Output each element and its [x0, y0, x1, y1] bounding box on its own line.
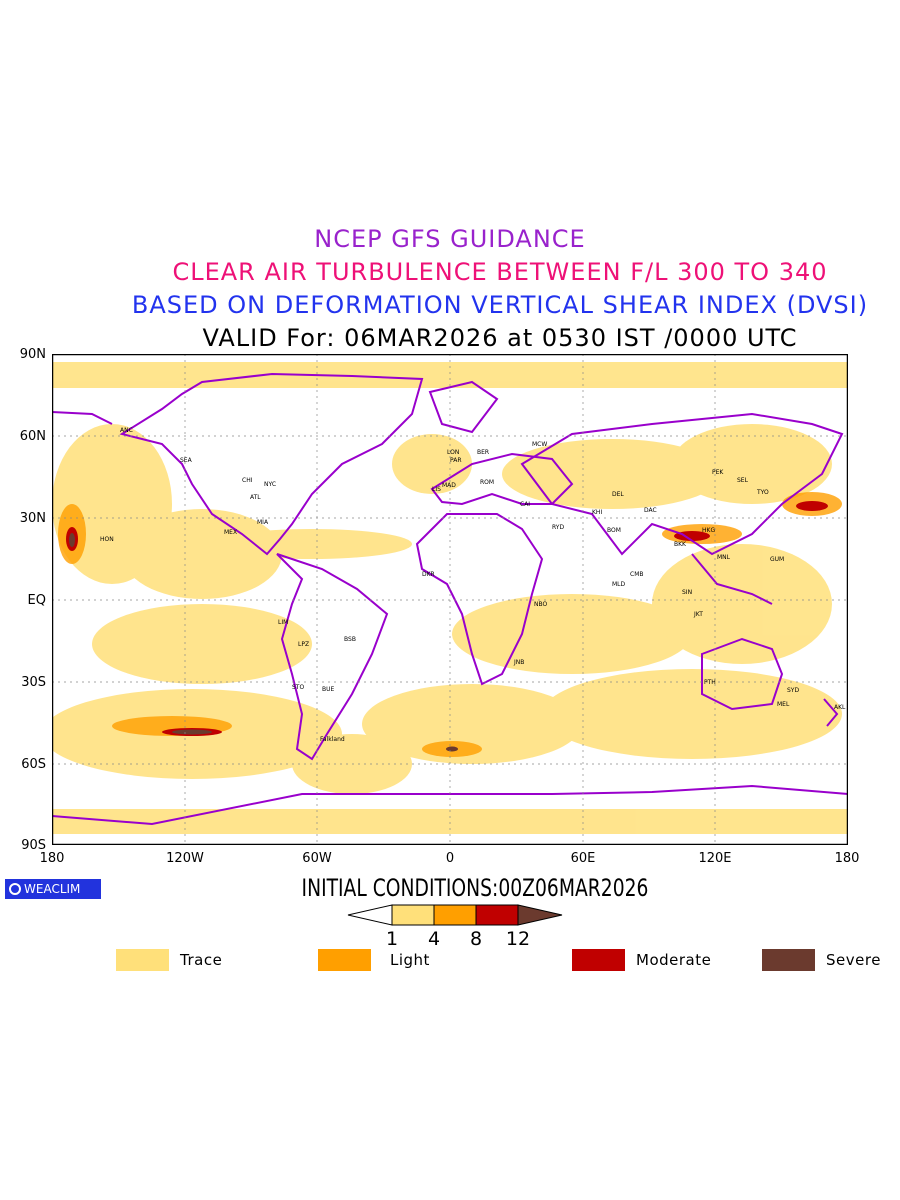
- station-label: HON: [100, 536, 114, 543]
- station-label: PEK: [712, 469, 724, 476]
- colorbar: [347, 904, 563, 926]
- title-line-1: NCEP GFS GUIDANCE: [314, 225, 586, 253]
- legend-swatch-light: [318, 949, 371, 971]
- station-label: ATL: [250, 494, 261, 501]
- station-label: SIN: [682, 589, 692, 596]
- station-label: MAD: [442, 482, 456, 489]
- station-label: GUM: [770, 556, 784, 563]
- lon-label-180w: 180: [39, 851, 65, 866]
- station-label: KHI: [592, 509, 602, 516]
- station-label: BER: [477, 449, 489, 456]
- title-line-4: VALID For: 06MAR2026 at 0530 IST /0000 U…: [202, 324, 798, 352]
- station-label: PAR: [450, 457, 462, 464]
- station-label: LPZ: [298, 641, 309, 648]
- lat-label-30n: 30N: [19, 511, 46, 526]
- colorbar-moderate: [475, 904, 519, 926]
- lon-label-180e: 180: [834, 851, 860, 866]
- lon-label-120e: 120E: [698, 851, 732, 866]
- lat-label-30s: 30S: [21, 675, 46, 690]
- station-label: SEL: [737, 477, 749, 484]
- logo-text: WEACLIM: [24, 882, 81, 896]
- lat-label-eq: EQ: [27, 593, 46, 608]
- station-label: AKL: [834, 704, 846, 711]
- station-label: SYD: [787, 687, 799, 694]
- weaclim-logo: WEACLIM: [5, 879, 101, 899]
- station-label: RYD: [552, 524, 564, 531]
- station-label: TYO: [756, 489, 769, 496]
- legend-label-light: Light: [390, 951, 430, 969]
- lon-label-120w: 120W: [166, 851, 204, 866]
- station-label: HKG: [702, 527, 715, 534]
- station-label: MEX: [224, 529, 237, 536]
- station-label: MNL: [717, 554, 731, 561]
- station-label: NBO: [534, 601, 547, 608]
- initial-conditions: INITIAL CONDITIONS:00Z06MAR2026: [301, 874, 649, 902]
- station-label: ANC: [120, 427, 133, 434]
- station-label: MIA: [257, 519, 269, 526]
- colorbar-low-arrow: [347, 904, 393, 926]
- station-label: MLD: [612, 581, 626, 588]
- legend-label-moderate: Moderate: [636, 951, 712, 969]
- legend-swatch-trace: [116, 949, 169, 971]
- station-label: BOM: [607, 527, 621, 534]
- colorbar-tick-12: 12: [505, 928, 531, 950]
- station-label: LON: [447, 449, 459, 456]
- legend-label-severe: Severe: [826, 951, 881, 969]
- colorbar-tick-4: 4: [427, 928, 441, 950]
- legend-label-trace: Trace: [180, 951, 223, 969]
- lon-label-60w: 60W: [302, 851, 332, 866]
- station-label: MEL: [777, 701, 790, 708]
- station-label: CAI: [520, 501, 530, 508]
- station-label: JKT: [693, 611, 703, 618]
- station-label: BKK: [674, 541, 687, 548]
- coastlines: [52, 372, 848, 826]
- colorbar-trace: [391, 904, 435, 926]
- station-label: CMB: [630, 571, 643, 578]
- legend-swatch-severe: [762, 949, 815, 971]
- colorbar-tick-8: 8: [469, 928, 483, 950]
- station-label: STO: [292, 684, 304, 691]
- station-label: SEA: [180, 457, 193, 464]
- station-label: DAC: [644, 507, 657, 514]
- station-label: DKR: [422, 571, 435, 578]
- legend-swatch-moderate: [572, 949, 625, 971]
- station-label: MCW: [532, 441, 547, 448]
- lat-label-60s: 60S: [21, 757, 46, 772]
- severe-fields: [69, 533, 458, 752]
- station-label: ROM: [480, 479, 494, 486]
- station-label: BSB: [344, 636, 356, 643]
- map-frame: [52, 354, 848, 845]
- colorbar-tick-1: 1: [385, 928, 399, 950]
- title-line-2: CLEAR AIR TURBULENCE BETWEEN F/L 300 TO …: [172, 258, 828, 286]
- station-label: DEL: [612, 491, 624, 498]
- station-label: LIS: [432, 486, 441, 493]
- colorbar-severe-arrow: [517, 904, 563, 926]
- station-label: LIM: [278, 619, 288, 626]
- colorbar-light: [433, 904, 477, 926]
- grid-lines: [52, 354, 848, 845]
- lat-label-90s: 90S: [21, 838, 46, 853]
- station-label: JNB: [513, 659, 524, 666]
- lat-label-90n: 90N: [19, 347, 46, 362]
- station-label: Falkland: [320, 736, 345, 743]
- station-label: NYC: [264, 481, 276, 488]
- station-label: CHI: [242, 477, 253, 484]
- station-label: PTH: [704, 679, 716, 686]
- lon-label-0: 0: [445, 851, 455, 866]
- circle-logo-icon: [9, 883, 21, 895]
- title-line-3: BASED ON DEFORMATION VERTICAL SHEAR INDE…: [131, 291, 869, 319]
- lon-label-60e: 60E: [570, 851, 596, 866]
- station-label: BUE: [322, 686, 335, 693]
- lat-label-60n: 60N: [19, 429, 46, 444]
